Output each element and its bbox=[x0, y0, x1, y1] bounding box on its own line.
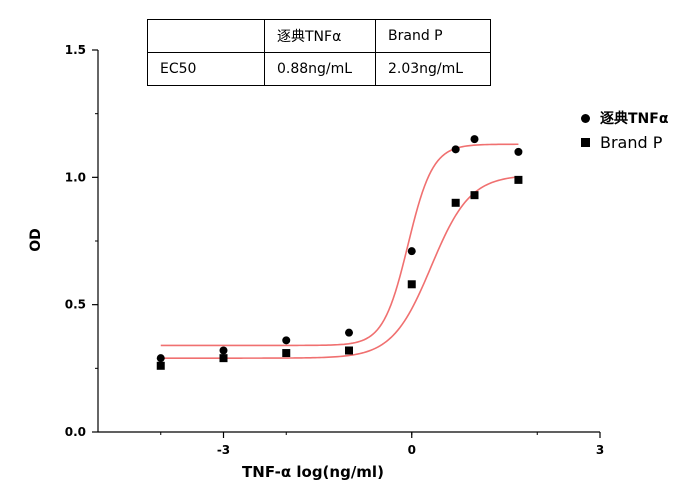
data-point-square bbox=[451, 198, 460, 207]
y-tick-label: 0.0 bbox=[65, 425, 86, 439]
data-point-circle bbox=[156, 354, 165, 363]
table-cell: 2.03ng/mL bbox=[375, 52, 491, 86]
axes: -3 0 3 0.0 0.5 1.0 1.5 bbox=[65, 43, 604, 457]
data-point-circle bbox=[470, 135, 479, 144]
data-point-circle bbox=[451, 145, 460, 154]
data-point-square bbox=[156, 361, 165, 370]
fit-curve bbox=[160, 176, 519, 359]
table-cell: 逐典TNFα bbox=[264, 19, 376, 53]
legend: 逐典TNFα Brand P bbox=[578, 106, 668, 154]
y-tick-label: 1.5 bbox=[65, 43, 86, 57]
table-cell: EC50 bbox=[147, 52, 265, 86]
table-header-row: 逐典TNFα Brand P bbox=[147, 19, 491, 53]
table-row: EC50 0.88ng/mL 2.03ng/mL bbox=[147, 52, 491, 86]
square-marker-icon bbox=[578, 137, 592, 147]
data-points bbox=[156, 135, 523, 370]
data-point-square bbox=[282, 349, 291, 358]
y-axis-label: OD bbox=[28, 228, 44, 252]
data-point-square bbox=[470, 191, 479, 200]
circle-marker-icon bbox=[578, 113, 592, 123]
data-point-circle bbox=[219, 346, 228, 355]
y-tick-label: 0.5 bbox=[65, 298, 86, 312]
data-point-circle bbox=[282, 336, 291, 345]
x-tick-label: 3 bbox=[596, 443, 604, 457]
legend-item-circle: 逐典TNFα bbox=[578, 106, 668, 130]
data-point-square bbox=[345, 346, 353, 355]
legend-item-square: Brand P bbox=[578, 130, 668, 154]
data-point-circle bbox=[345, 328, 353, 337]
x-axis-label: TNF-α log(ng/ml) bbox=[242, 463, 384, 481]
fit-curves bbox=[160, 143, 519, 359]
table-cell bbox=[147, 19, 265, 53]
fit-curve bbox=[160, 143, 519, 347]
x-tick-label: -3 bbox=[217, 443, 230, 457]
y-tick-label: 1.0 bbox=[65, 170, 86, 184]
legend-label: 逐典TNFα bbox=[600, 111, 669, 127]
data-point-circle bbox=[407, 247, 416, 256]
data-point-square bbox=[219, 354, 228, 363]
x-tick-label: 0 bbox=[408, 443, 416, 457]
data-point-square bbox=[514, 175, 523, 184]
legend-label: Brand P bbox=[600, 132, 663, 152]
data-point-circle bbox=[514, 147, 523, 156]
table-cell: Brand P bbox=[375, 19, 491, 53]
ec50-table: 逐典TNFα Brand P EC50 0.88ng/mL 2.03ng/mL bbox=[147, 19, 491, 86]
data-point-square bbox=[407, 280, 416, 289]
table-cell: 0.88ng/mL bbox=[264, 52, 376, 86]
